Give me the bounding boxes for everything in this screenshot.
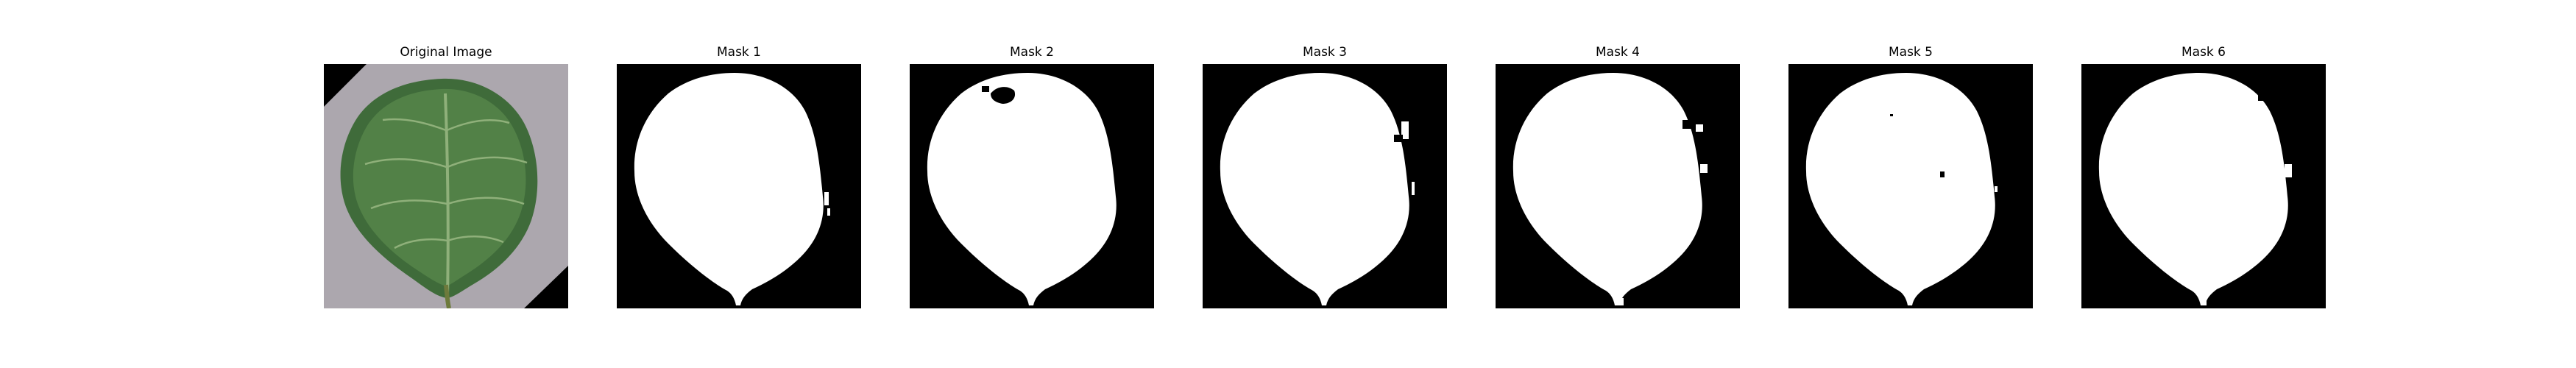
mask-4-svg <box>1496 64 1740 308</box>
mask-6-svg <box>2081 64 2326 308</box>
panel-title: Mask 6 <box>2181 45 2226 60</box>
mask-image <box>910 64 1154 308</box>
panel-title: Original Image <box>400 45 492 60</box>
mask-image <box>2081 64 2326 308</box>
mask-2-svg <box>910 64 1154 308</box>
mask-image <box>617 64 861 308</box>
panel-title: Mask 1 <box>716 45 761 60</box>
mask-1-svg <box>617 64 861 308</box>
mask-5-svg <box>1788 64 2033 308</box>
panel-title: Mask 3 <box>1302 45 1347 60</box>
mask-image <box>1496 64 1740 308</box>
panel-title: Mask 2 <box>1009 45 1054 60</box>
mask-image <box>1788 64 2033 308</box>
mask-image <box>1203 64 1447 308</box>
leaf-photo <box>324 64 568 308</box>
panel-title: Mask 4 <box>1595 45 1640 60</box>
mask-3-svg <box>1203 64 1447 308</box>
panel-title: Mask 5 <box>1888 45 1933 60</box>
leaf-photo-svg <box>324 64 568 308</box>
